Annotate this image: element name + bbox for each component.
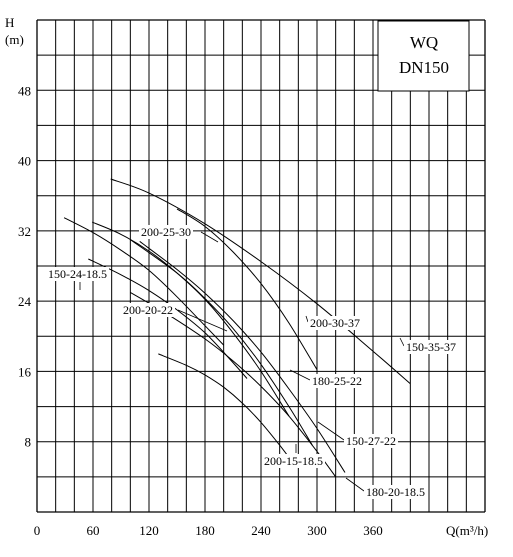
x-tick-label: 60 xyxy=(87,523,100,538)
curve-label-200-30-37: 200-30-37 xyxy=(310,316,360,330)
chart-tick-labels: 0 60 120 180 240 300 360 8 16 24 32 40 48 xyxy=(18,83,383,538)
curve-label-background xyxy=(139,225,193,239)
curve-150-35-37 xyxy=(110,178,411,385)
curve-label-background xyxy=(262,454,325,468)
y-tick-label: 40 xyxy=(18,154,31,169)
curve-150-24-18.5 xyxy=(63,217,225,346)
y-tick-label: 16 xyxy=(18,364,32,379)
x-tick-label: 360 xyxy=(363,523,383,538)
label-leader-line xyxy=(399,337,405,347)
chart-curves xyxy=(63,178,411,478)
curve-180-25-22 xyxy=(130,239,313,446)
label-leader-line xyxy=(200,231,219,243)
x-tick-label: 300 xyxy=(307,523,327,538)
curve-label-background xyxy=(344,434,398,448)
model-title-line-2: DN150 xyxy=(399,58,449,77)
curve-label-background xyxy=(121,303,175,317)
curve-label-background xyxy=(364,485,427,499)
y-tick-label: 8 xyxy=(25,435,32,450)
curve-label-200-20-22: 200-20-22 xyxy=(123,303,173,317)
curve-label-150-27-22: 150-27-22 xyxy=(346,434,396,448)
curve-label-180-25-22: 180-25-22 xyxy=(312,374,362,388)
x-axis-label: Q(m³/h) xyxy=(446,523,488,538)
curve-label-background xyxy=(308,316,362,330)
chart-curve-labels: 150-24-18.5 200-25-30 200-30-37 150-35-37 20… xyxy=(46,225,458,499)
label-leader-line xyxy=(345,477,365,492)
y-axis-label-line-1: H xyxy=(5,15,14,30)
curve-150-27-22 xyxy=(139,241,346,473)
curve-label-150-35-37: 150-35-37 xyxy=(406,340,456,354)
curve-200-20-22 xyxy=(88,258,248,379)
y-tick-label: 24 xyxy=(18,294,32,309)
y-tick-label: 48 xyxy=(18,83,31,98)
x-tick-label: 120 xyxy=(139,523,159,538)
x-tick-label: 180 xyxy=(195,523,215,538)
x-tick-label: 240 xyxy=(251,523,271,538)
curve-label-200-25-30: 200-25-30 xyxy=(141,225,191,239)
curve-label-background xyxy=(310,374,364,388)
label-leader-line xyxy=(305,315,309,323)
curve-label-150-24-18.5: 150-24-18.5 xyxy=(48,267,107,281)
label-leader-line xyxy=(177,309,228,332)
y-axis-label-line-2: (m) xyxy=(5,32,24,47)
curve-label-180-20-18.5: 180-20-18.5 xyxy=(366,485,425,499)
curve-label-background xyxy=(46,267,109,281)
label-leader-line xyxy=(289,369,311,381)
curve-label-200-15-18.5: 200-15-18.5 xyxy=(264,454,323,468)
x-tick-label: 0 xyxy=(34,523,41,538)
model-title-box: WQ DN150 xyxy=(377,20,470,92)
curve-200-30-37 xyxy=(176,208,318,370)
curve-200-15-18.5 xyxy=(158,353,295,465)
label-leader-line xyxy=(317,421,345,441)
chart-label-leaders xyxy=(79,231,405,492)
model-title-line-1: WQ xyxy=(410,33,438,52)
y-tick-label: 32 xyxy=(18,224,31,239)
curve-label-background xyxy=(404,340,458,354)
